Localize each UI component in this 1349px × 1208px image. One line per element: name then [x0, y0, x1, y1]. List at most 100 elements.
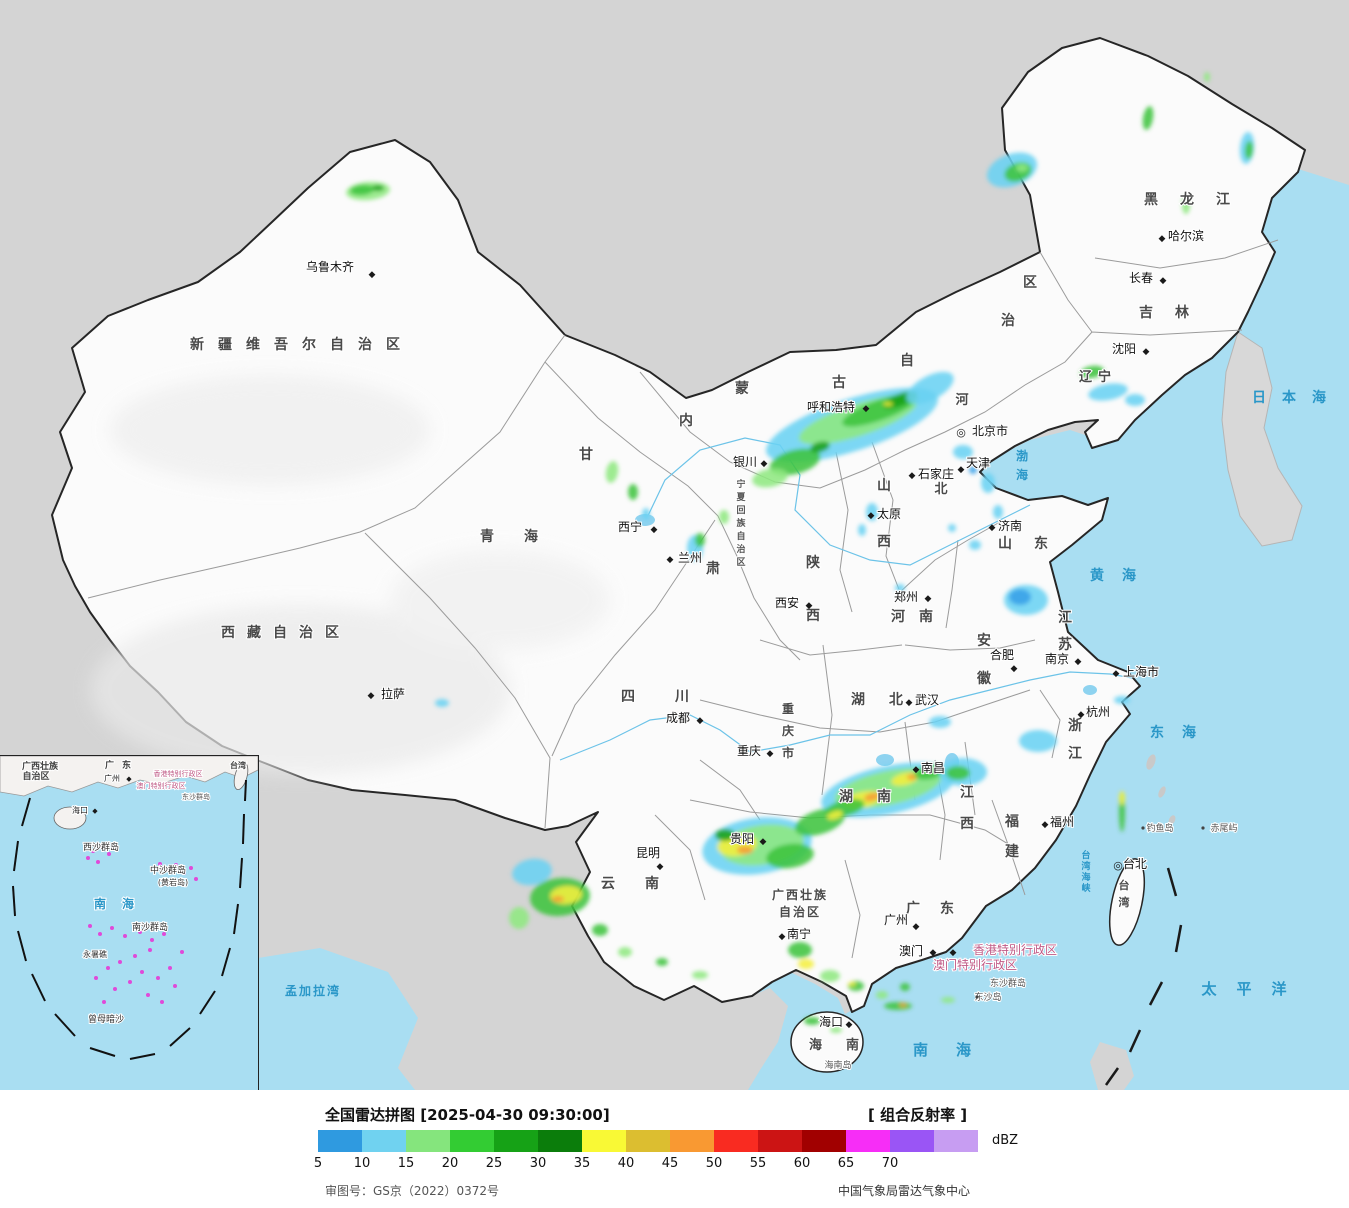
terrain-qinghai — [390, 550, 610, 650]
province-label: 辽宁 — [1079, 369, 1117, 385]
province-borders — [87, 239, 1279, 959]
city-marker-icon: ◆ — [760, 837, 767, 847]
province-label: 南 — [645, 875, 659, 892]
city-label: 太原 — [877, 506, 901, 521]
inset-label: 南海 — [94, 896, 150, 911]
inset-boundary-dash — [13, 840, 19, 872]
legend-value: 70 — [881, 1156, 899, 1171]
province-label: 吉林 — [1139, 304, 1211, 321]
map-title: 全国雷达拼图 [2025-04-30 09:30:00] — [325, 1106, 610, 1124]
inset-label: 澳门特别行政区 — [137, 781, 186, 790]
legend-color-extra — [934, 1130, 978, 1152]
legend-value: 15 — [397, 1156, 415, 1171]
legend-value: 45 — [661, 1156, 679, 1171]
province-label: 安徽 — [976, 632, 992, 687]
province-label: 陕西 — [806, 554, 820, 624]
radar-echo — [692, 971, 708, 979]
inset-boundary-dash — [129, 1053, 156, 1060]
radar-echo — [866, 503, 878, 521]
radar-echo — [372, 185, 384, 191]
city-label: 南宁 — [787, 926, 811, 941]
city-label: 上海市 — [1123, 664, 1159, 679]
city-label: 台北 — [1123, 856, 1147, 871]
inset-label: 中沙群岛 — [150, 864, 186, 876]
province-label: 区 — [1023, 275, 1037, 291]
city-marker-icon: ◆ — [930, 948, 937, 958]
maritime-boundary-dashes — [1104, 867, 1183, 1086]
inset-island-dot — [166, 867, 170, 871]
radar-echo — [981, 473, 995, 493]
radar-echo — [737, 846, 753, 854]
sea-label: 渤海 — [1016, 448, 1028, 482]
ryukyu-island — [1146, 754, 1156, 770]
province-label: 肃 — [706, 560, 720, 577]
radar-echo-layer — [346, 72, 1255, 1033]
legend-value: 60 — [793, 1156, 811, 1171]
city-marker-icon: ◆ — [761, 459, 768, 469]
capital-marker-icon: ◎ — [956, 426, 966, 439]
inset-label: 台湾 — [230, 760, 246, 770]
sea-label: 黄海 — [1090, 567, 1154, 584]
inset-island-dot — [96, 860, 100, 864]
inset-label: 广州 — [104, 773, 120, 783]
radar-echo — [884, 1002, 912, 1010]
boundary-dash — [1166, 867, 1178, 897]
city-marker-icon: ◆ — [369, 270, 376, 280]
city-label: 澳门特别行政区 — [933, 957, 1017, 972]
province-label: 古 — [832, 374, 846, 391]
sea-label: 南海 — [913, 1041, 999, 1059]
legend-color-70 — [890, 1130, 934, 1152]
terrain-shading — [90, 375, 610, 775]
lake-dongting — [876, 754, 894, 766]
city-label: 北京市 — [972, 423, 1008, 438]
inset-label: (黄岩岛) — [158, 877, 188, 887]
province-label: 湖南 — [839, 788, 915, 805]
city-marker-icon: ◆ — [767, 749, 774, 759]
province-label: 山东 — [998, 535, 1070, 552]
inset-boundary-dash — [89, 1047, 116, 1057]
inset-boundary-dash — [169, 1027, 191, 1047]
korea-peninsula — [1221, 331, 1303, 547]
radar-echo — [1182, 196, 1190, 214]
province-label: 广西壮族 — [772, 887, 828, 902]
city-marker-icon: ◆ — [925, 594, 932, 604]
inset-island-dot — [110, 926, 114, 930]
indochina-land — [640, 988, 788, 1090]
inset-south-china-coast — [0, 756, 258, 797]
province-label: 江西 — [960, 784, 974, 832]
radar-echo — [969, 540, 981, 550]
island-label: 海南岛 — [824, 1059, 851, 1071]
city-marker-icon: ◆ — [863, 404, 870, 414]
island-label: 赤尾屿 — [1210, 823, 1237, 834]
island-label: 钓鱼岛 — [1146, 822, 1173, 834]
inset-boundary-dash — [17, 930, 27, 962]
boundary-dash — [1104, 1067, 1120, 1086]
province-label: 治 — [1001, 312, 1015, 329]
inset-boundary-dash — [221, 947, 231, 977]
province-label: 蒙 — [735, 380, 749, 397]
legend-values: 5 10 15 20 25 30 35 40 45 50 55 60 65 70 — [314, 1156, 1018, 1172]
inset-island-dot — [194, 877, 198, 881]
inset-island-groups — [83, 842, 198, 1004]
inset-island-dot — [86, 856, 90, 860]
radar-echo — [1016, 164, 1028, 172]
legend-color-40 — [626, 1130, 670, 1152]
province-label: 河 — [955, 392, 968, 408]
province-label: 江苏 — [1058, 609, 1072, 653]
city-label: 福州 — [1050, 814, 1074, 829]
radar-echo — [864, 792, 880, 802]
inset-boundary-dash — [233, 903, 239, 935]
inset-taiwan-island — [233, 761, 249, 791]
city-label: 沈阳 — [1112, 341, 1136, 356]
radar-echo — [798, 959, 814, 969]
legend-color-60 — [802, 1130, 846, 1152]
radar-echo — [752, 468, 788, 488]
radar-echo — [552, 896, 564, 902]
radar-echo — [899, 1003, 907, 1007]
city-label: 西宁 — [618, 519, 642, 534]
inset-island-dot — [94, 976, 98, 980]
legend-value: 20 — [441, 1156, 459, 1171]
inset-island-dot — [156, 976, 160, 980]
